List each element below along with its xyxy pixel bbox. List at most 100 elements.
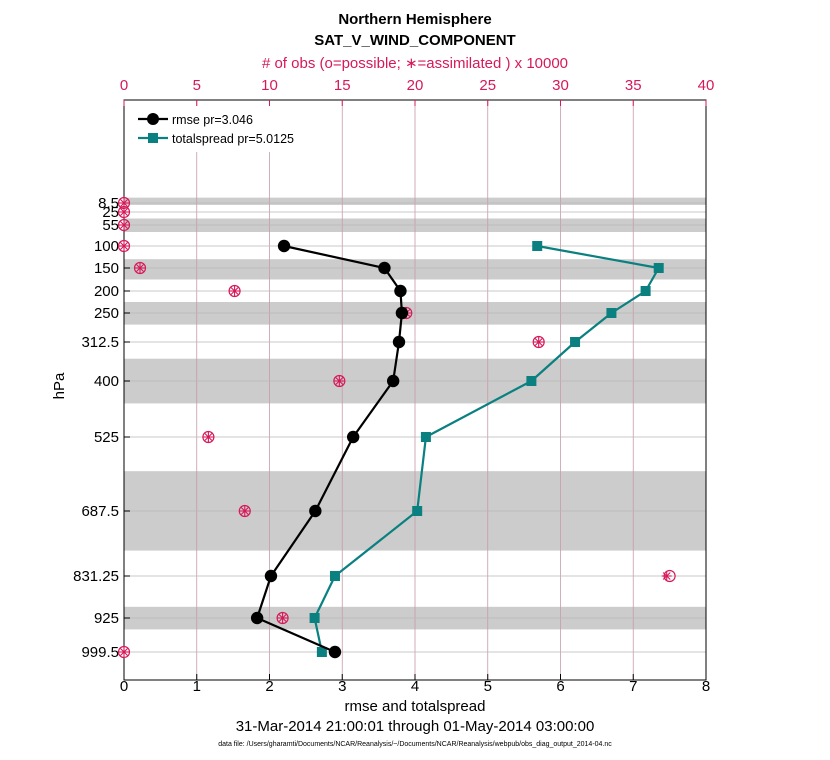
possible-obs-marker bbox=[532, 335, 545, 349]
rmse-point bbox=[392, 335, 406, 349]
y-tick-label: 400 bbox=[94, 373, 119, 390]
possible-obs-marker bbox=[117, 218, 131, 232]
y-tick-label: 200 bbox=[94, 283, 119, 300]
top-tick-label: 15 bbox=[334, 77, 351, 94]
possible-obs-marker bbox=[228, 284, 241, 298]
rmse-point bbox=[328, 645, 342, 659]
y-tick-label: 250 bbox=[94, 305, 119, 322]
legend-rmse-label: rmse pr=3.046 bbox=[172, 113, 253, 127]
legend-totalspread-marker bbox=[148, 133, 158, 143]
series-layer bbox=[250, 239, 664, 659]
totalspread-point bbox=[316, 647, 327, 657]
totalspread-point bbox=[420, 432, 431, 442]
y-tick-label: 925 bbox=[94, 610, 119, 627]
top-tick-label: 0 bbox=[120, 77, 128, 94]
y-tick-label: 25 bbox=[102, 204, 119, 221]
bottom-axis: 0 1 2 3 4 5 6 7 8 bbox=[120, 674, 710, 695]
asterisk-stroke bbox=[240, 507, 249, 515]
assimilated-obs-marker bbox=[135, 263, 146, 273]
asterisk-stroke bbox=[120, 648, 128, 656]
x-tick-label: 5 bbox=[484, 678, 492, 695]
possible-obs-marker bbox=[202, 430, 215, 444]
x-tick-label: 6 bbox=[556, 678, 564, 695]
top-tick-label: 25 bbox=[479, 77, 496, 94]
asterisk-stroke bbox=[662, 572, 671, 580]
top-tick-label: 30 bbox=[552, 77, 569, 94]
totalspread-point bbox=[309, 613, 320, 623]
x-tick-label: 4 bbox=[411, 678, 419, 695]
asterisk-stroke bbox=[230, 287, 239, 295]
rmse-point bbox=[346, 430, 360, 444]
possible-obs-marker bbox=[133, 261, 147, 275]
possible-obs-marker bbox=[238, 504, 251, 518]
assimilated-obs-marker bbox=[119, 198, 129, 208]
top-tick-label: 5 bbox=[193, 77, 201, 94]
asterisk-stroke bbox=[335, 377, 344, 385]
rmse-point bbox=[395, 306, 409, 320]
possible-obs-marker bbox=[333, 374, 346, 388]
assimilated-obs-marker bbox=[119, 647, 129, 657]
possible-obs-marker bbox=[276, 611, 289, 625]
totalspread-point bbox=[653, 263, 664, 273]
y-tick-label: 55 bbox=[102, 217, 119, 234]
x-tick-label: 7 bbox=[629, 678, 637, 695]
top-axis: 0 5 10 15 20 25 30 35 40 bbox=[120, 77, 714, 106]
x-tick-label: 2 bbox=[265, 678, 273, 695]
possible-obs-marker bbox=[117, 645, 131, 659]
asterisk-stroke bbox=[278, 614, 287, 622]
totalspread-point bbox=[570, 337, 581, 347]
asterisk-stroke bbox=[120, 208, 128, 216]
totalspread-point bbox=[412, 506, 423, 516]
y-tick-label: 831.25 bbox=[73, 568, 119, 585]
assimilated-obs-marker bbox=[229, 286, 240, 296]
totalspread-point bbox=[532, 241, 543, 251]
assimilated-obs-marker bbox=[119, 241, 129, 251]
y-tick-label: 999.5 bbox=[81, 644, 119, 661]
asterisk-stroke bbox=[136, 264, 144, 272]
rmse-point bbox=[264, 569, 278, 583]
chart-title: Northern Hemisphere bbox=[338, 11, 491, 28]
asterisk-stroke bbox=[204, 433, 213, 441]
y-axis-label: hPa bbox=[51, 372, 68, 399]
assimilated-obs-marker bbox=[661, 571, 672, 581]
x-axis-label: rmse and totalspread bbox=[345, 698, 486, 715]
totalspread-point bbox=[640, 286, 651, 296]
legend-box bbox=[130, 106, 318, 152]
top-tick-label: 20 bbox=[407, 77, 424, 94]
assimilated-obs-marker bbox=[239, 506, 250, 516]
top-axis-label: # of obs (o=possible; ∗=assimilated ) x … bbox=[262, 55, 568, 72]
assimilated-obs-marker bbox=[533, 337, 544, 347]
date-range: 31-Mar-2014 21:00:01 through 01-May-2014… bbox=[236, 718, 595, 735]
assimilated-obs-marker bbox=[334, 376, 345, 386]
assimilated-obs-marker bbox=[119, 220, 129, 230]
y-tick-label: 8.5 bbox=[98, 195, 119, 212]
asterisk-stroke bbox=[120, 221, 128, 229]
legend-rmse-marker bbox=[147, 113, 159, 125]
rmse-point bbox=[394, 284, 407, 298]
x-tick-label: 1 bbox=[193, 678, 201, 695]
legend-totalspread-label: totalspread pr=5.0125 bbox=[172, 132, 294, 146]
rmse-point bbox=[250, 611, 264, 625]
rmse-point bbox=[378, 261, 391, 275]
totalspread-point bbox=[606, 308, 617, 318]
rmse-point bbox=[277, 239, 291, 253]
totalspread-point bbox=[526, 376, 537, 386]
y-tick-label: 150 bbox=[94, 260, 119, 277]
chart-subtitle: SAT_V_WIND_COMPONENT bbox=[314, 32, 515, 49]
x-tick-label: 8 bbox=[702, 678, 710, 695]
y-tick-label: 525 bbox=[94, 429, 119, 446]
top-tick-label: 10 bbox=[261, 77, 278, 94]
asterisk-stroke bbox=[120, 199, 128, 207]
rmse-point bbox=[309, 504, 322, 518]
y-tick-label: 100 bbox=[94, 238, 119, 255]
x-tick-label: 0 bbox=[120, 678, 128, 695]
asterisk-stroke bbox=[534, 338, 543, 346]
totalspread-point bbox=[329, 571, 340, 581]
rmse-point bbox=[386, 374, 400, 388]
possible-obs-marker bbox=[117, 239, 131, 253]
asterisk-stroke bbox=[120, 242, 128, 250]
assimilated-obs-marker bbox=[277, 613, 288, 623]
obs-count-markers bbox=[117, 196, 676, 659]
